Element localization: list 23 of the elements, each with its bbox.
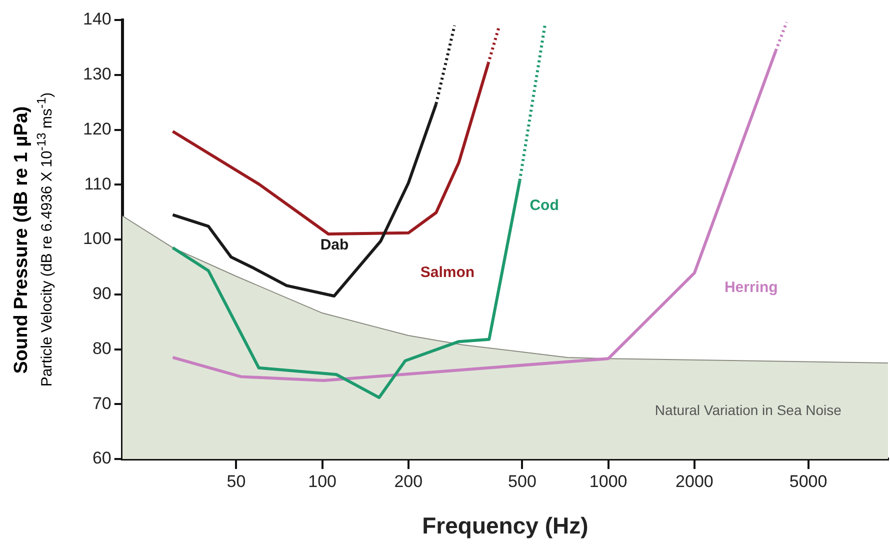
- x-tick-label: 100: [308, 472, 336, 491]
- y-axis-title: Sound Pressure (dB re 1 µPa): [10, 106, 33, 374]
- y-tick-label: 70: [92, 394, 112, 413]
- x-axis-title: Frequency (Hz): [422, 512, 588, 539]
- text: Herring: [724, 279, 778, 296]
- y-tick-label: 80: [92, 338, 112, 358]
- x-tick-label: 2000: [676, 472, 714, 491]
- series-label: Cod: [530, 196, 559, 214]
- x-tick-label: 50: [226, 472, 246, 491]
- y-tick-label: 110: [84, 174, 112, 194]
- series-label: Natural Variation in Sea Noise: [654, 402, 842, 418]
- y-tick-label: 140: [82, 10, 112, 29]
- y-tick-label: 90: [92, 284, 112, 304]
- series-label: Dab: [320, 236, 349, 254]
- x-tick-label: 200: [394, 472, 423, 491]
- x-tick-label: 1000: [589, 472, 628, 491]
- x-tick-label: 5000: [789, 472, 828, 491]
- y-tick-label: 60: [92, 448, 112, 468]
- y-tick-label: 130: [82, 64, 112, 84]
- y-tick-label: 120: [82, 119, 112, 138]
- y-tick-label: 100: [82, 229, 112, 248]
- x-tick-label: 500: [508, 472, 536, 491]
- text: Salmon: [420, 264, 475, 282]
